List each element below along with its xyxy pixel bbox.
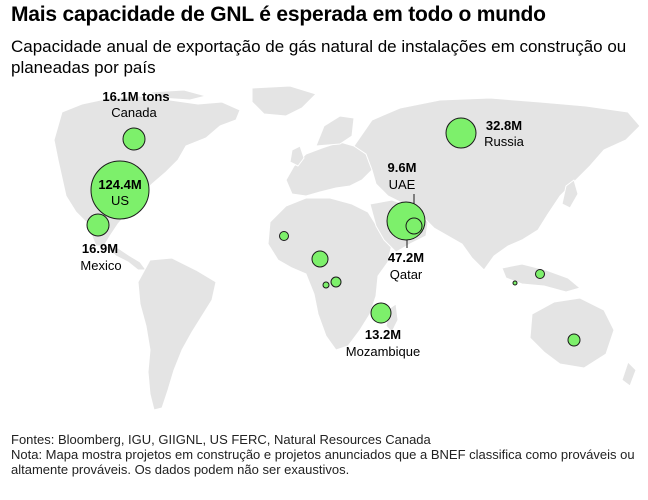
bubble-nigeria[interactable]: [311, 250, 329, 268]
qatar-value-label: 47.2M: [388, 250, 424, 265]
bubble-canada[interactable]: [122, 127, 146, 151]
land-australia: [529, 297, 615, 369]
mexico-value-label: 16.9M: [82, 241, 118, 256]
russia-name-label: Russia: [484, 134, 525, 149]
bubbles: [86, 117, 581, 347]
bubble-mozambique[interactable]: [370, 302, 392, 324]
footer-notes: Fontes: Bloomberg, IGU, GIIGNL, US FERC,…: [11, 432, 646, 477]
world-map: 16.1M tons Canada 124.4M US 16.9M Mexico…: [53, 85, 641, 411]
mozambique-name-label: Mozambique: [346, 344, 420, 359]
bubble-australia[interactable]: [567, 333, 581, 347]
land-japan: [561, 179, 579, 209]
land-arctic-islands: [149, 89, 207, 101]
russia-value-label: 32.8M: [486, 118, 522, 133]
labels: 16.1M tons Canada 124.4M US 16.9M Mexico…: [80, 89, 524, 359]
bubble-malaysia[interactable]: [512, 280, 518, 286]
bubble-congo[interactable]: [322, 281, 330, 289]
land-scandinavia: [315, 115, 355, 147]
uae-value-label: 9.6M: [388, 160, 417, 175]
note-text: Nota: Mapa mostra projetos em construção…: [11, 447, 635, 477]
land-new-zealand: [621, 361, 637, 387]
bubble-indonesia[interactable]: [535, 269, 545, 279]
bubble-us[interactable]: [90, 160, 150, 220]
land-greenland: [251, 85, 317, 117]
sources-text: Fontes: Bloomberg, IGU, GIIGNL, US FERC,…: [11, 432, 431, 447]
uae-name-label: UAE: [389, 177, 416, 192]
land-africa: [267, 197, 393, 351]
bubble-mauritania[interactable]: [279, 231, 289, 241]
us-name-label: US: [111, 193, 129, 208]
qatar-name-label: Qatar: [390, 267, 423, 282]
mexico-name-label: Mexico: [80, 258, 121, 273]
us-value-label: 124.4M: [98, 177, 141, 192]
canada-value-label: 16.1M tons: [102, 89, 169, 104]
bubble-russia[interactable]: [445, 117, 477, 149]
chart-subtitle: Capacidade anual de exportação de gás na…: [11, 37, 627, 77]
land-uk: [289, 145, 305, 167]
bubble-cameroon[interactable]: [330, 276, 342, 288]
canada-name-label: Canada: [111, 105, 157, 120]
mozambique-value-label: 13.2M: [365, 327, 401, 342]
chart-title: Mais capacidade de GNL é esperada em tod…: [11, 3, 546, 26]
land-south-america: [137, 257, 217, 411]
bubble-uae[interactable]: [405, 217, 423, 235]
land-madagascar: [385, 303, 399, 333]
bubble-mexico[interactable]: [86, 213, 110, 237]
